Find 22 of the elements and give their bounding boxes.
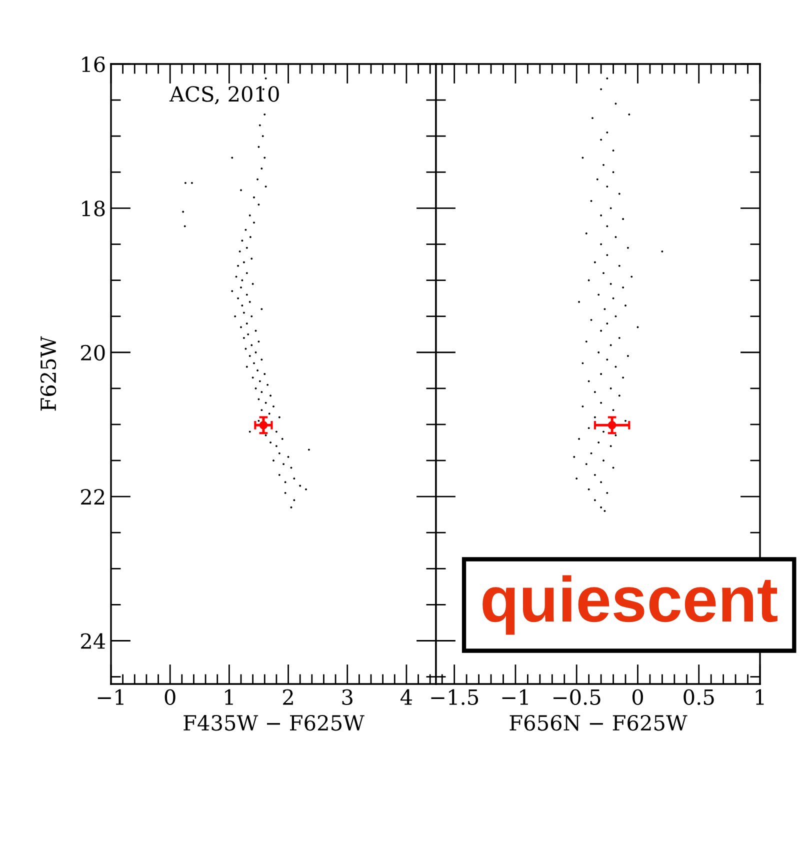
x-tick-label: 2 [283, 689, 293, 705]
x-tick-label: 3 [342, 689, 352, 705]
y-tick-label: 24 [81, 633, 106, 649]
x-axis-title: F656N − F625W [510, 714, 688, 731]
x-tick-label: −0.5 [554, 689, 600, 705]
x-tick-label: 0 [164, 689, 176, 705]
annotation: ACS, 2010 [169, 86, 279, 104]
x-tick-label: 1 [225, 689, 233, 705]
x-axis-title: F435W − F625W [184, 714, 364, 731]
x-tick-label: −1.5 [431, 689, 478, 705]
y-axis-title: F625W [40, 336, 56, 411]
x-tick-label: −1 [98, 689, 124, 705]
x-tick-label: 4 [400, 689, 412, 705]
annotation: quiescent [482, 575, 778, 635]
x-tick-label: 0.5 [684, 689, 714, 705]
y-tick-label: 18 [82, 200, 105, 216]
x-tick-label: 1 [756, 689, 764, 705]
y-tick-label: 22 [81, 489, 104, 504]
y-tick-label: 16 [82, 56, 105, 72]
y-tick-label: 20 [81, 344, 105, 361]
x-tick-label: −1 [502, 689, 528, 705]
x-tick-label: 0 [632, 689, 643, 705]
